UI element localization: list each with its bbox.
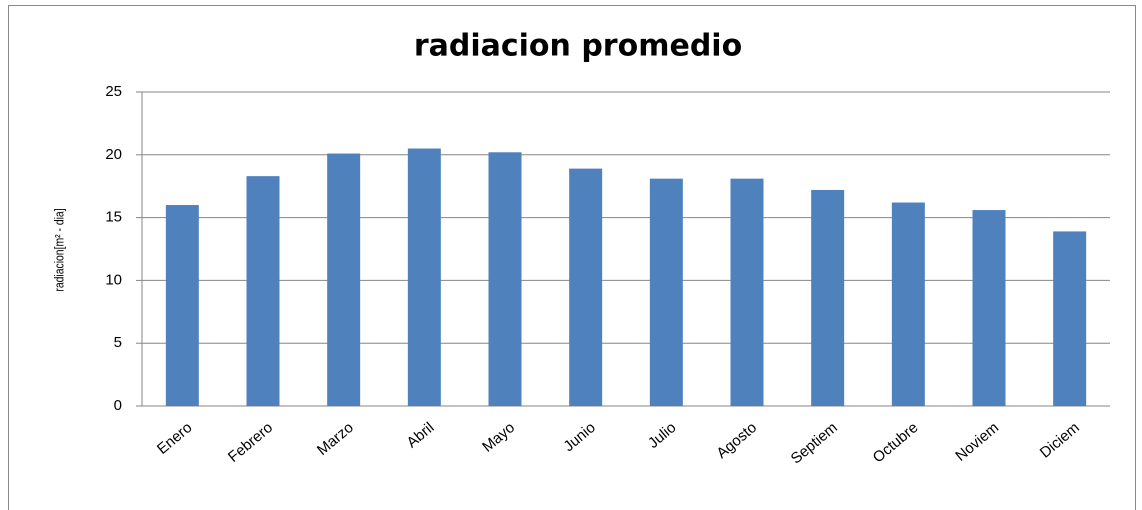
bar [246, 176, 280, 406]
y-tick-label: 0 [114, 397, 122, 414]
bar [569, 168, 603, 406]
bar [891, 202, 925, 406]
bar [972, 210, 1006, 406]
bar [165, 205, 199, 406]
bar [649, 178, 683, 406]
bar [327, 153, 361, 406]
y-tick-label: 5 [114, 334, 122, 351]
bar [1053, 231, 1087, 406]
bar [407, 148, 441, 406]
y-tick-label: 10 [105, 271, 122, 288]
chart-title: radiacion promedio [414, 29, 742, 64]
y-tick-label: 25 [105, 83, 122, 100]
y-tick-label: 20 [105, 146, 122, 163]
bar [811, 189, 845, 406]
y-axis-label: radiacion[m² - dia] [52, 208, 66, 291]
y-tick-label: 15 [105, 209, 122, 226]
bar [730, 178, 764, 406]
bar [488, 152, 522, 406]
